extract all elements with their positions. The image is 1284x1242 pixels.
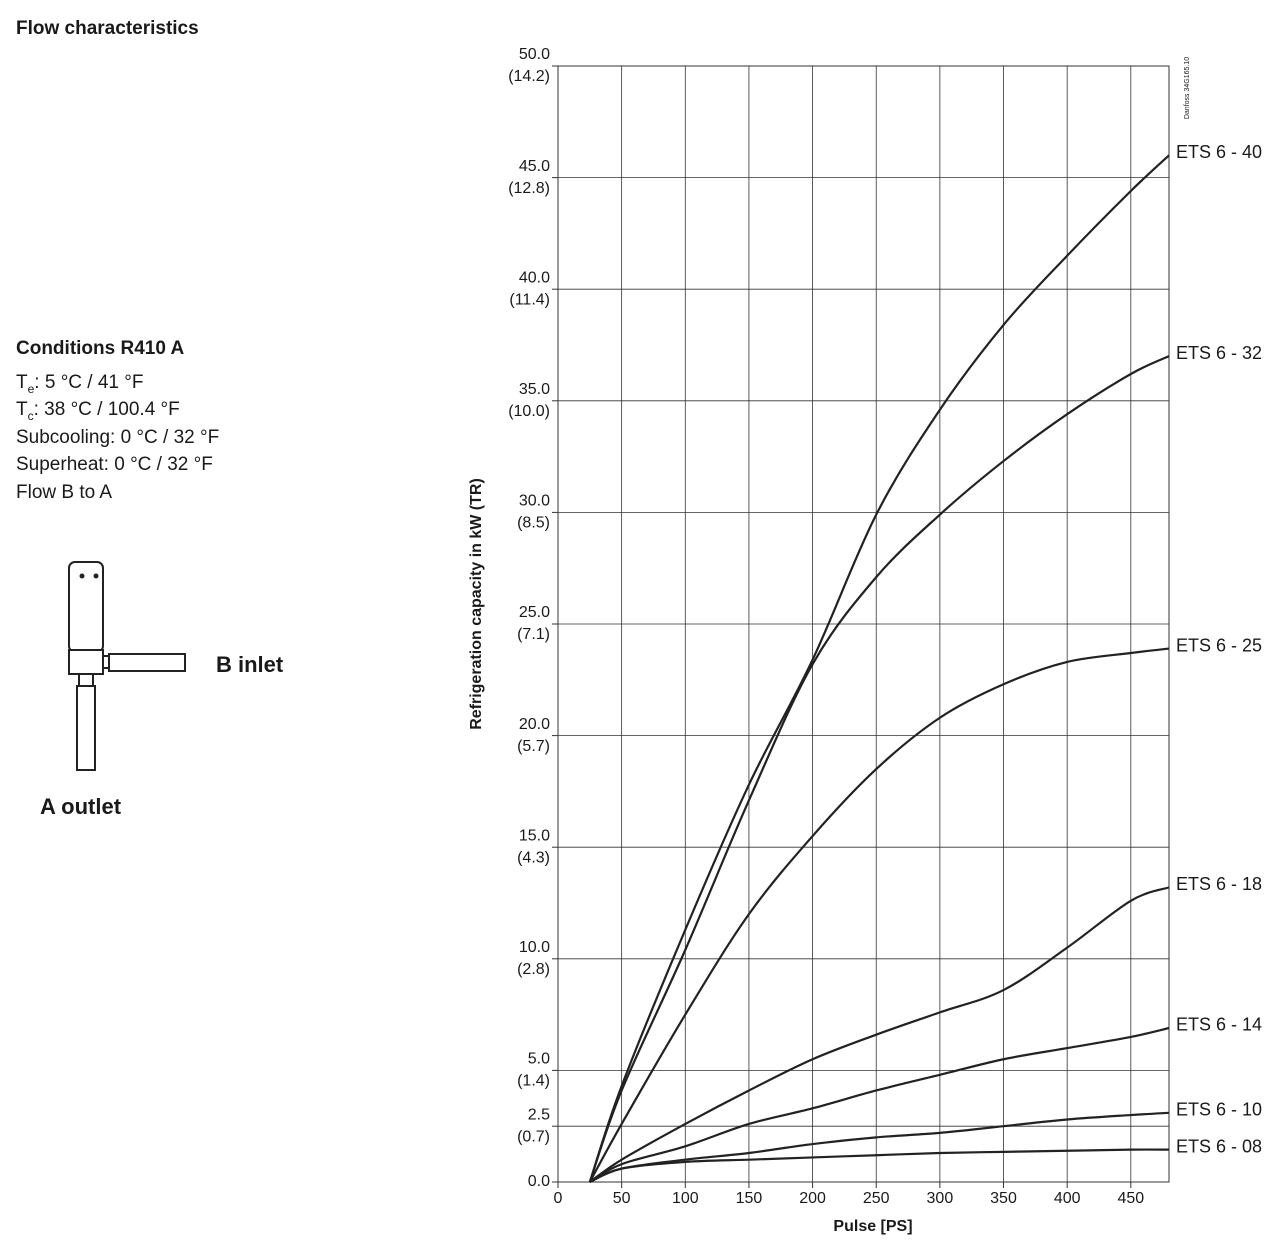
y-tick-label: 45.0 xyxy=(519,158,550,175)
y-tick-label-tr: (14.2) xyxy=(508,68,550,85)
y-tick-label-tr: (8.5) xyxy=(517,515,550,532)
x-tick-label: 250 xyxy=(863,1190,890,1207)
y-tick-label-tr: (4.3) xyxy=(517,849,550,866)
y-tick-label-tr: (7.1) xyxy=(517,626,550,643)
annotation: Danfoss 34G165.10 xyxy=(1184,57,1191,119)
y-tick-label: 35.0 xyxy=(519,381,550,398)
symbol: T xyxy=(16,399,28,420)
y-tick-label-tr: (5.7) xyxy=(517,738,550,755)
y-tick-label-tr: (2.8) xyxy=(517,961,550,978)
plot-frame xyxy=(557,65,1170,1183)
series-line xyxy=(589,1148,1170,1184)
y-tick-label: 20.0 xyxy=(519,716,550,733)
y-tick-label-tr: (12.8) xyxy=(508,180,550,197)
condition: Te: 5 °C / 41 °F xyxy=(16,372,143,396)
x-axis-label: Pulse [PS] xyxy=(833,1218,912,1235)
series-line xyxy=(589,886,1170,1183)
y-tick-label: 50.0 xyxy=(519,46,550,63)
condition: Subcooling: 0 °C / 32 °F xyxy=(16,427,220,448)
condition: Superheat: 0 °C / 32 °F xyxy=(16,454,213,475)
x-tick-label: 200 xyxy=(799,1190,826,1207)
series-line xyxy=(589,1026,1170,1183)
y-axis-label: Refrigeration capacity in kW (TR) xyxy=(468,478,485,730)
x-tick-label: 400 xyxy=(1054,1190,1081,1207)
series-label: ETS 6 - 10 xyxy=(1176,1100,1262,1120)
y-tick-label: 10.0 xyxy=(519,939,550,956)
outlet-label: A outlet xyxy=(40,794,122,819)
subscript: c xyxy=(27,408,34,423)
y-tick-label: 40.0 xyxy=(519,269,550,286)
y-tick-label: 5.0 xyxy=(528,1051,550,1068)
series-label: ETS 6 - 18 xyxy=(1176,874,1262,894)
series-line xyxy=(589,1111,1170,1184)
condition: Flow B to A xyxy=(16,482,113,503)
series-line xyxy=(588,154,1170,1183)
inlet-label: B inlet xyxy=(216,652,284,677)
y-tick-label-tr: (10.0) xyxy=(508,403,550,420)
text: : 5 °C / 41 °F xyxy=(34,372,144,393)
valve-icon xyxy=(68,561,186,771)
series-label: ETS 6 - 08 xyxy=(1176,1136,1262,1156)
series-label: ETS 6 - 25 xyxy=(1176,635,1262,655)
series-label: ETS 6 - 14 xyxy=(1176,1015,1262,1035)
series-line xyxy=(588,355,1170,1183)
x-tick-label: 50 xyxy=(613,1190,631,1207)
y-tick-label-tr: (1.4) xyxy=(517,1073,550,1090)
x-tick-label: 450 xyxy=(1117,1190,1144,1207)
y-tick-label: 30.0 xyxy=(519,493,550,510)
y-tick-label: 25.0 xyxy=(519,604,550,621)
series-line xyxy=(588,647,1170,1183)
symbol: T xyxy=(16,372,28,393)
series-label: ETS 6 - 40 xyxy=(1176,142,1262,162)
x-tick-label: 100 xyxy=(672,1190,699,1207)
x-tick-label: 0 xyxy=(554,1190,563,1207)
y-tick-label-tr: (0.7) xyxy=(517,1128,550,1145)
subscript: e xyxy=(27,381,35,396)
x-tick-label: 300 xyxy=(927,1190,954,1207)
title: Flow characteristics xyxy=(16,18,199,39)
x-tick-label: 150 xyxy=(736,1190,763,1207)
y-tick-label: 2.5 xyxy=(528,1106,550,1123)
text: : 38 °C / 100.4 °F xyxy=(33,399,180,420)
y-tick-label: 15.0 xyxy=(519,827,550,844)
y-tick-label: 0.0 xyxy=(528,1173,550,1190)
condition: Tc: 38 °C / 100.4 °F xyxy=(16,399,180,423)
x-tick-label: 350 xyxy=(990,1190,1017,1207)
conditions-heading: Conditions R410 A xyxy=(16,338,185,359)
series-label: ETS 6 - 32 xyxy=(1176,343,1262,363)
y-tick-label-tr: (11.4) xyxy=(509,291,550,308)
